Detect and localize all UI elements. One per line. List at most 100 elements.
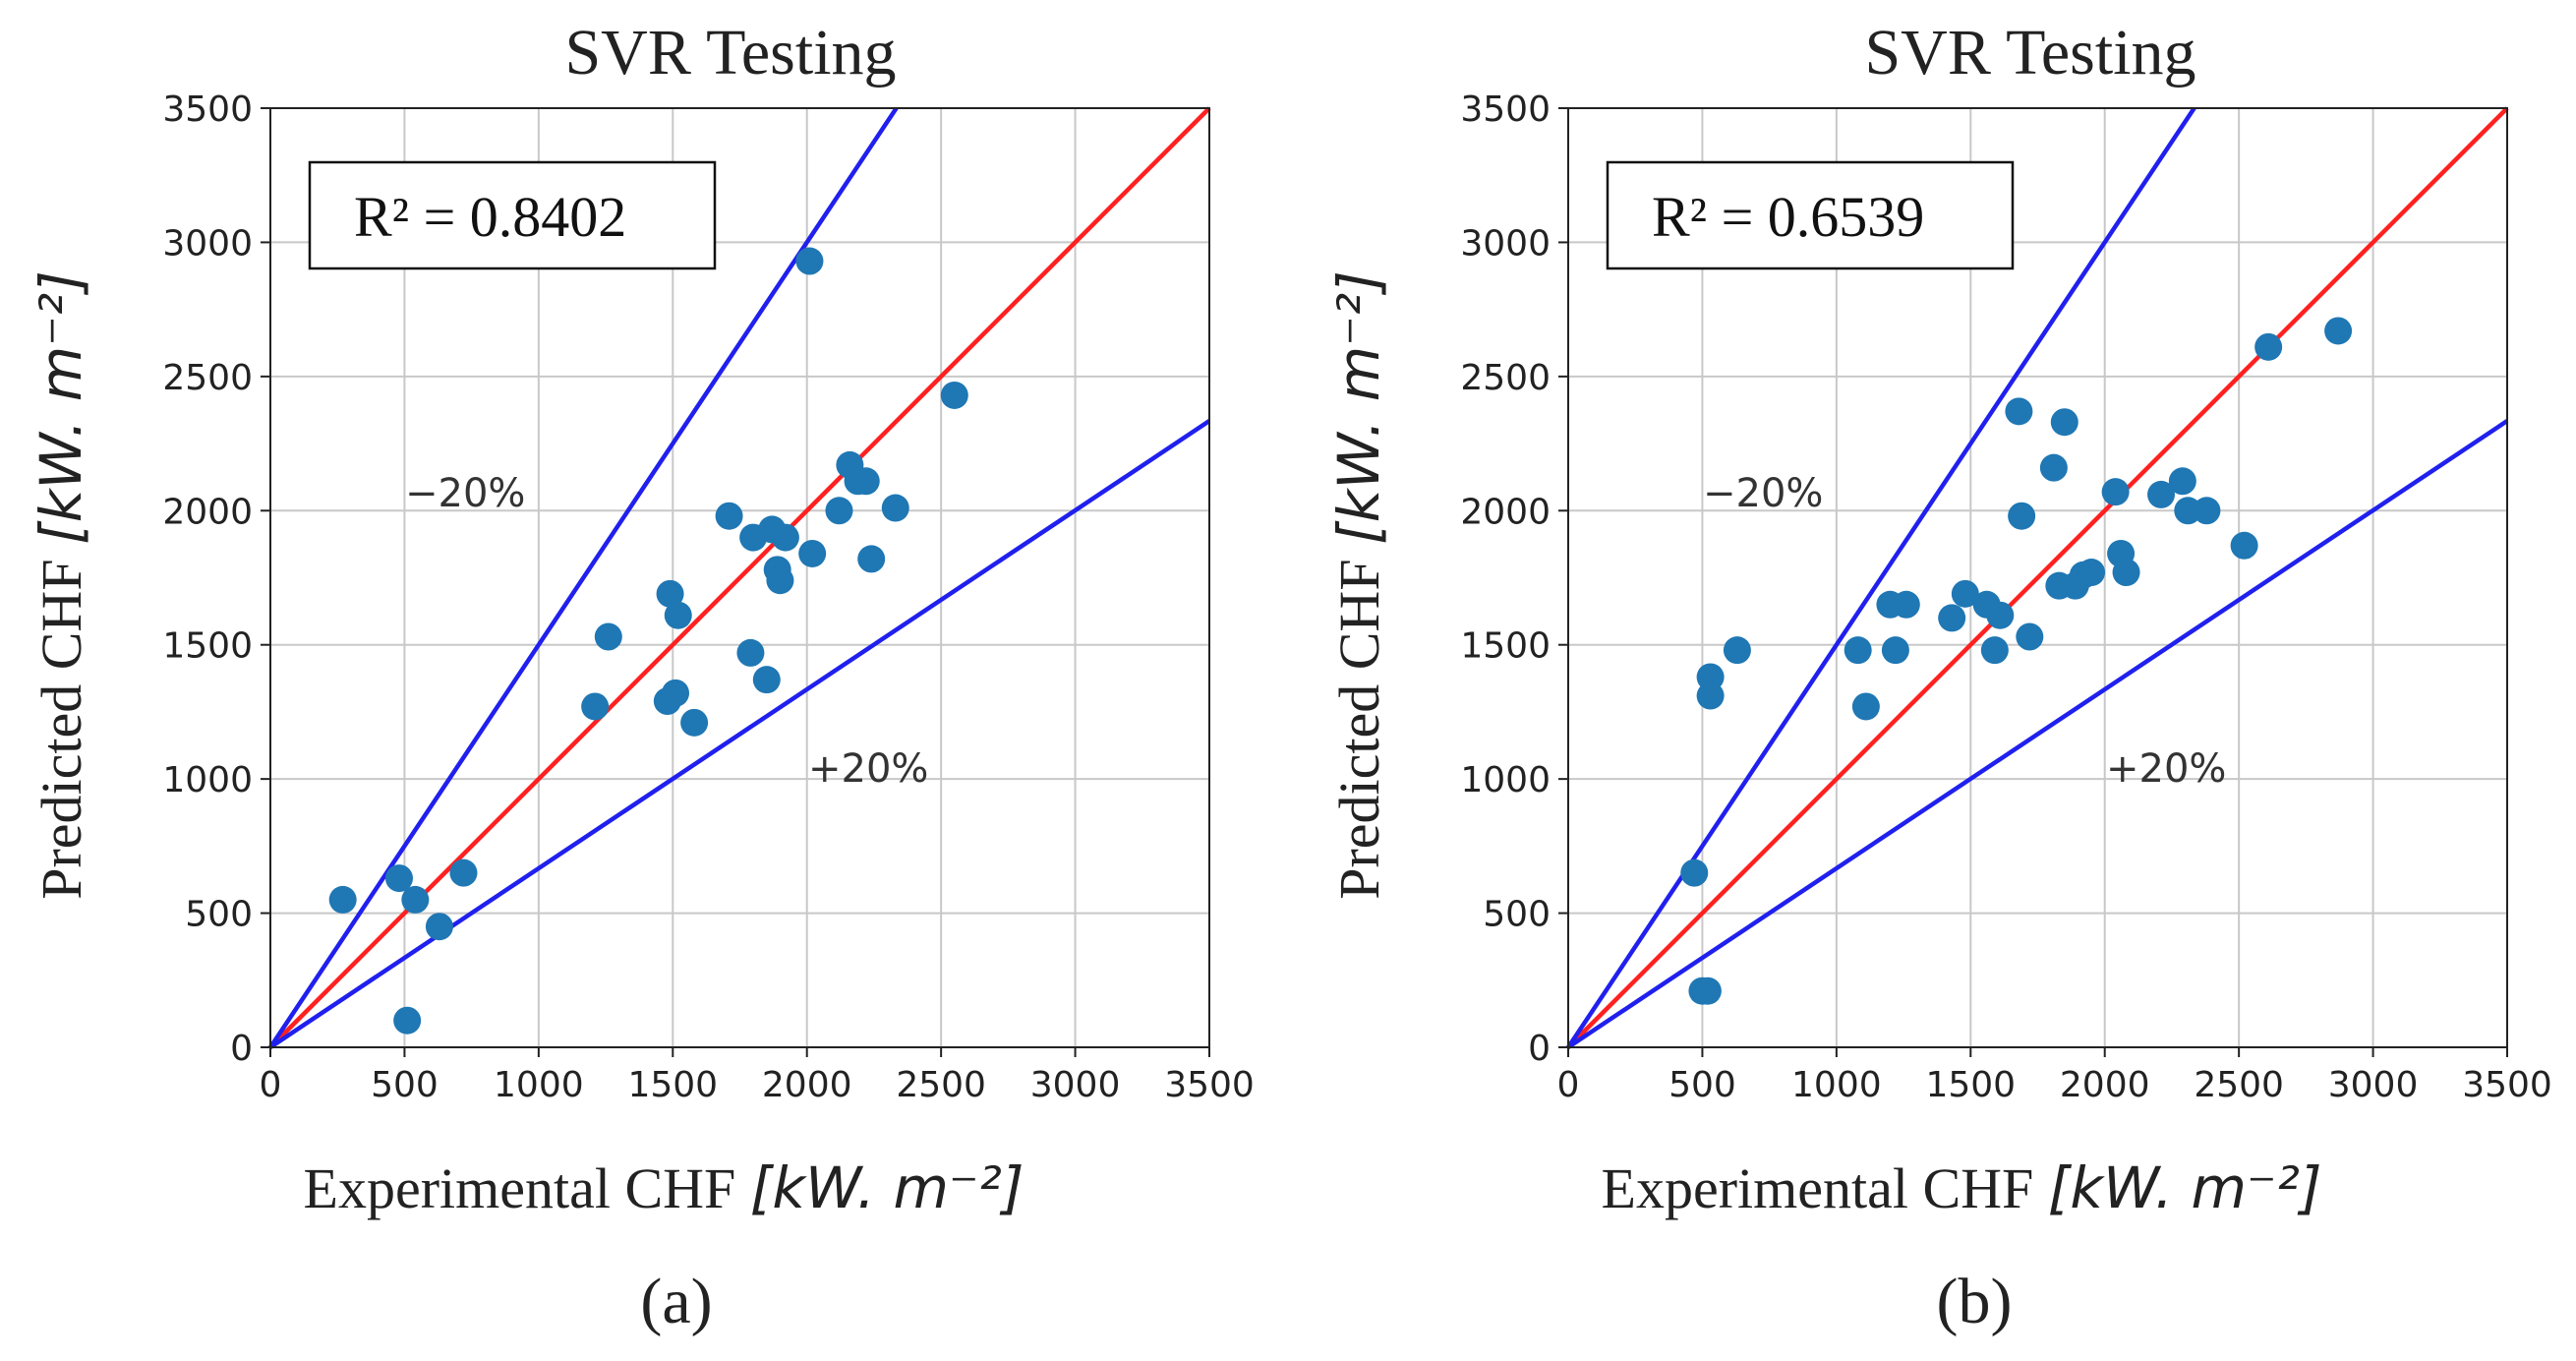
data-point [825, 497, 853, 525]
y-tick-label: 2000 [1460, 492, 1551, 532]
plot-frame [269, 107, 1210, 1048]
y-axis-label-text: Predicted CHF [29, 559, 93, 899]
data-point [2078, 559, 2106, 587]
data-point [425, 913, 453, 941]
data-point [1980, 636, 2009, 665]
panel-label: (a) [640, 1266, 712, 1337]
data-point [680, 708, 709, 737]
data-point [594, 622, 622, 651]
data-point [401, 885, 430, 914]
data-point [766, 566, 794, 595]
grid [269, 107, 1210, 1048]
plus-20-label: +20% [2106, 746, 2226, 792]
panel-label: (b) [1937, 1266, 2013, 1337]
x-axis-unit: [kW. m⁻²] [2048, 1154, 2322, 1221]
x-tick-label: 3000 [1030, 1065, 1121, 1105]
x-tick-label: 500 [1669, 1065, 1736, 1105]
data-point [2168, 467, 2196, 496]
y-tick-label: 2000 [162, 492, 253, 532]
data-point [656, 579, 684, 608]
data-point [736, 638, 765, 667]
chart-panel-a: SVR Testing 00 500 500 1000 1000 1500 1500 2000… [28, 17, 1255, 1337]
reference-lines [1566, 106, 2509, 1049]
y-tick-label: 500 [1483, 895, 1551, 935]
data-point [1696, 681, 1725, 710]
r2-box: R² = 0.6539 [1606, 160, 2015, 270]
data-point [2230, 531, 2258, 560]
data-point [1851, 692, 1880, 721]
data-point [1892, 590, 1920, 619]
x-axis-unit: [kW. m⁻²] [750, 1154, 1025, 1221]
y-axis-label-text: Predicted CHF [1327, 559, 1391, 899]
reference-line [1566, 106, 2196, 1049]
data-point [384, 864, 413, 893]
y-tick-label: 3000 [1460, 223, 1551, 264]
data-point [798, 539, 827, 567]
x-tick-label: 500 [371, 1065, 439, 1105]
r2-label: R² = 0.6539 [1652, 185, 1924, 249]
x-axis-label: Experimental CHF [kW. m⁻²] [1602, 1154, 2322, 1221]
x-tick-label: 1500 [1925, 1065, 2016, 1105]
data-point [2101, 478, 2130, 506]
data-points [1680, 317, 2353, 1005]
data-point [2324, 317, 2353, 345]
plot-frame [1567, 107, 2508, 1048]
y-tick-label: 1500 [162, 626, 253, 667]
y-tick-label: 0 [230, 1029, 253, 1069]
x-tick-label: 2500 [896, 1065, 986, 1105]
y-axis-label: Predicted CHF [kW. m⁻²] [1325, 270, 1392, 900]
x-tick-label: 1000 [1791, 1065, 1882, 1105]
reference-lines [268, 106, 1211, 1049]
data-point [1693, 976, 1722, 1005]
x-axis-label-text: Experimental CHF [1602, 1156, 2034, 1220]
y-axis-label: Predicted CHF [kW. m⁻²] [28, 270, 94, 900]
reference-line [1566, 419, 2509, 1049]
x-tick-label: 2000 [2060, 1065, 2150, 1105]
data-point [2008, 502, 2036, 530]
chart-title: SVR Testing [564, 17, 896, 89]
reference-line [268, 419, 1211, 1049]
data-point [1881, 636, 1909, 665]
data-point [1986, 601, 2015, 629]
x-tick-label: 3000 [2328, 1065, 2419, 1105]
x-axis-label-text: Experimental CHF [304, 1156, 736, 1220]
minus-20-label: −20% [1703, 471, 1823, 516]
reference-line [1566, 106, 2509, 1049]
data-point [851, 467, 880, 496]
x-tick-label: 1500 [627, 1065, 718, 1105]
y-tick-label: 1000 [1460, 760, 1551, 800]
r2-label: R² = 0.8402 [354, 185, 626, 249]
data-point [2005, 397, 2033, 426]
data-point [752, 666, 781, 694]
data-point [1938, 604, 1966, 632]
data-point [449, 858, 478, 887]
x-tick-label: 1000 [494, 1065, 584, 1105]
data-point [715, 502, 743, 530]
chart-title: SVR Testing [1864, 17, 2195, 89]
data-point [2254, 332, 2283, 361]
y-tick-label: 1500 [1460, 626, 1551, 667]
y-tick-label: 3500 [1460, 89, 1551, 130]
data-point [2193, 497, 2221, 525]
data-point [881, 494, 909, 522]
data-point [662, 679, 690, 707]
x-tick-label: 2500 [2194, 1065, 2284, 1105]
y-tick-label: 1000 [162, 760, 253, 800]
y-axis-unit: [kW. m⁻²] [28, 270, 94, 545]
x-tick-label: 0 [260, 1065, 282, 1105]
data-point [1951, 579, 1979, 608]
minus-20-label: −20% [405, 471, 525, 516]
x-axis-label: Experimental CHF [kW. m⁻²] [304, 1154, 1025, 1221]
y-tick-label: 500 [185, 895, 253, 935]
y-tick-label: 0 [1528, 1029, 1551, 1069]
data-point [2039, 453, 2068, 482]
y-tick-label: 3500 [162, 89, 253, 130]
data-point [795, 247, 824, 275]
data-point [393, 1006, 422, 1035]
x-tick-label: 3500 [2462, 1065, 2552, 1105]
data-point [328, 885, 357, 914]
x-tick-label: 2000 [762, 1065, 852, 1105]
data-point [2112, 559, 2140, 587]
reference-line [268, 106, 1211, 1049]
